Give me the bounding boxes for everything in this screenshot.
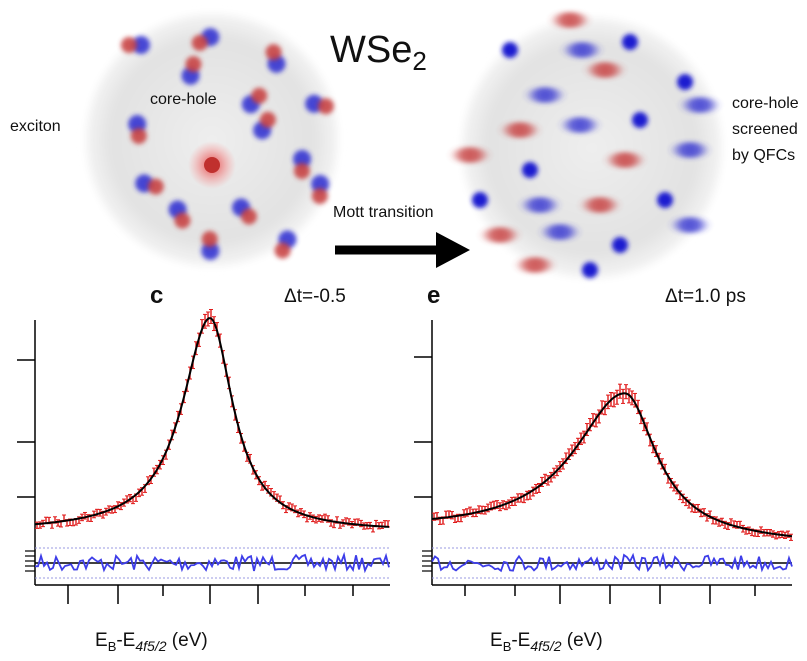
fit-curve xyxy=(35,318,389,527)
screened-label: core-hole xyxy=(732,95,799,112)
blob-red xyxy=(312,188,328,204)
blob-red xyxy=(260,112,276,128)
core-hole xyxy=(204,157,220,173)
blob-red xyxy=(121,37,137,53)
fit-curve xyxy=(432,393,792,536)
blob-blue xyxy=(676,142,704,158)
blob-red xyxy=(521,257,549,273)
blob-red xyxy=(556,12,584,28)
exciton-label: exciton xyxy=(10,118,61,135)
blob-blue xyxy=(568,42,596,58)
arrow-label: Mott transition xyxy=(333,204,433,221)
blob-blue xyxy=(526,197,554,213)
sphere xyxy=(86,14,338,266)
blob-blue xyxy=(502,42,518,58)
delay-label: Δt=1.0 ps xyxy=(665,286,746,307)
screened-label: screened xyxy=(732,121,798,138)
blob-red xyxy=(251,88,267,104)
blob-red xyxy=(318,98,334,114)
blob-red xyxy=(456,147,484,163)
blob-red xyxy=(241,209,257,225)
blob-red xyxy=(202,231,218,247)
blob-red xyxy=(266,44,282,60)
blob-blue xyxy=(472,192,488,208)
figure: WSe2 exciton core-hole core-hole screene… xyxy=(0,0,807,661)
x-axis-label: EB-E4f5/2 (eV) xyxy=(490,630,603,654)
panel-letter: c xyxy=(150,282,163,309)
screened-label: by QFCs xyxy=(732,147,795,164)
blob-red xyxy=(131,128,147,144)
blob-red xyxy=(506,122,534,138)
blob-red xyxy=(148,179,164,195)
blob-blue xyxy=(566,117,594,133)
blob-red xyxy=(174,212,190,228)
blob-red xyxy=(591,62,619,78)
blob-blue xyxy=(531,87,559,103)
blob-red xyxy=(586,197,614,213)
blob-blue xyxy=(657,192,673,208)
blob-red xyxy=(185,56,201,72)
arrow-head xyxy=(436,232,470,268)
core-hole-label: core-hole xyxy=(150,91,217,108)
x-axis-label: EB-E4f5/2 (eV) xyxy=(95,630,208,654)
blob-blue xyxy=(676,217,704,233)
blob-red xyxy=(294,163,310,179)
blob-blue xyxy=(686,97,714,113)
blob-blue xyxy=(622,34,638,50)
blob-blue xyxy=(546,224,574,240)
blob-blue xyxy=(582,262,598,278)
blob-blue xyxy=(632,112,648,128)
blob-red xyxy=(275,242,291,258)
blob-red xyxy=(192,35,208,51)
blob-red xyxy=(486,227,514,243)
blob-blue xyxy=(522,162,538,178)
blob-red xyxy=(611,152,639,168)
blob-blue xyxy=(677,74,693,90)
panel-letter: e xyxy=(427,282,440,309)
delay-label: Δt=-0.5 xyxy=(284,286,346,307)
title: WSe2 xyxy=(330,29,427,76)
blob-blue xyxy=(612,237,628,253)
